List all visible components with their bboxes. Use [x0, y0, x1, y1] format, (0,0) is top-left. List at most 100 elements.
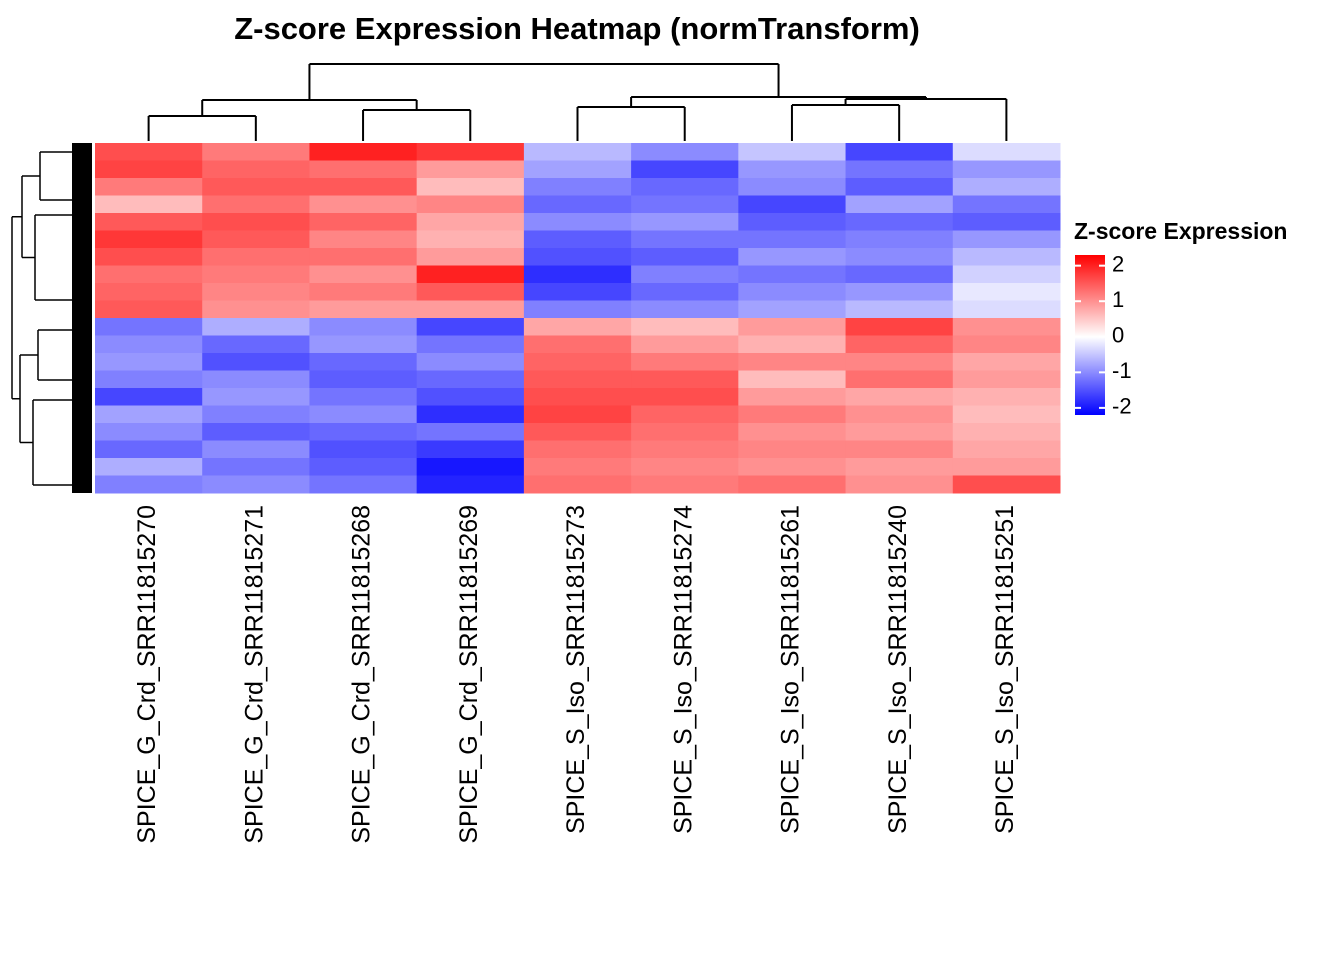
heatmap-cell: [95, 388, 203, 406]
heatmap-cell: [845, 423, 954, 441]
heatmap-cell: [309, 300, 418, 319]
heatmap-cell: [416, 353, 525, 371]
colorbar-tick-label: 0: [1112, 323, 1124, 348]
heatmap-cell: [309, 178, 418, 196]
heatmap-cell: [309, 475, 418, 494]
heatmap-cell: [309, 195, 418, 214]
heatmap-cell: [523, 405, 632, 424]
heatmap-cell: [952, 440, 1061, 459]
heatmap-cell: [202, 388, 310, 406]
heatmap-cell: [631, 230, 739, 249]
heatmap-cell: [202, 213, 310, 231]
heatmap-cell: [845, 353, 954, 371]
heatmap-cell: [309, 458, 418, 476]
heatmap-cell: [309, 335, 418, 354]
heatmap-cell: [202, 160, 310, 179]
heatmap-cell: [202, 423, 310, 441]
heatmap-cell: [523, 178, 632, 196]
column-label: SPICE_S_Iso_SRR11815273: [562, 505, 590, 834]
chart-title: Z-score Expression Heatmap (normTransfor…: [234, 11, 920, 46]
heatmap-cell: [523, 318, 632, 336]
heatmap-cell: [416, 423, 525, 441]
heatmap-cell: [523, 353, 632, 371]
heatmap-cell: [523, 160, 632, 179]
heatmap-cell: [416, 458, 525, 476]
heatmap-cell: [95, 143, 203, 161]
column-label: SPICE_S_Iso_SRR11815274: [669, 505, 697, 834]
column-label: SPICE_G_Crd_SRR11815269: [455, 505, 483, 844]
heatmap-cell: [952, 458, 1061, 476]
heatmap-cell: [631, 195, 739, 214]
heatmap-cell: [416, 283, 525, 301]
heatmap-cell: [738, 230, 847, 249]
heatmap-cell: [738, 160, 847, 179]
heatmap-cell: [631, 370, 739, 389]
heatmap-cell: [952, 475, 1061, 494]
heatmap-cell: [631, 388, 739, 406]
heatmap-cell: [202, 475, 310, 494]
heatmap-cell: [416, 440, 525, 459]
heatmap-cell: [95, 230, 203, 249]
heatmap-cell: [523, 458, 632, 476]
heatmap-cell: [416, 160, 525, 179]
heatmap-cell: [309, 265, 418, 284]
colorbar-tick-label: 1: [1112, 287, 1124, 312]
heatmap-cell: [416, 370, 525, 389]
heatmap-cell: [309, 160, 418, 179]
heatmap-cell: [952, 230, 1061, 249]
heatmap-cell: [523, 475, 632, 494]
heatmap-cell: [416, 388, 525, 406]
heatmap-cell: [952, 405, 1061, 424]
heatmap-cell: [416, 475, 525, 494]
heatmap-cell: [631, 335, 739, 354]
heatmap-cell: [416, 143, 525, 161]
heatmap-cell: [95, 213, 203, 231]
heatmap-cell: [523, 283, 632, 301]
legend-title: Z-score Expression: [1074, 218, 1287, 244]
heatmap-cell: [952, 195, 1061, 214]
heatmap-cell: [845, 283, 954, 301]
heatmap-cell: [738, 213, 847, 231]
heatmap-cell: [309, 318, 418, 336]
heatmap-cell: [738, 265, 847, 284]
heatmap-cell: [309, 405, 418, 424]
heatmap-cell: [631, 423, 739, 441]
heatmap-cell: [738, 300, 847, 319]
heatmap-cell: [202, 248, 310, 266]
heatmap-cell: [738, 423, 847, 441]
heatmap-cell: [202, 195, 310, 214]
heatmap-cell: [95, 405, 203, 424]
heatmap-cell: [631, 160, 739, 179]
heatmap-cell: [95, 335, 203, 354]
heatmap-cell: [738, 475, 847, 494]
heatmap-cell: [95, 475, 203, 494]
heatmap-cell: [845, 335, 954, 354]
heatmap-cell: [309, 440, 418, 459]
heatmap-cell: [416, 405, 525, 424]
heatmap-cell: [738, 440, 847, 459]
heatmap-cell: [309, 248, 418, 266]
heatmap-cell: [738, 353, 847, 371]
heatmap-cell: [202, 143, 310, 161]
heatmap-cell: [202, 300, 310, 319]
heatmap-cell: [95, 440, 203, 459]
column-label: SPICE_G_Crd_SRR11815271: [240, 505, 268, 844]
heatmap-cell: [845, 405, 954, 424]
heatmap-cell: [738, 195, 847, 214]
colorbar-tick-label: -2: [1112, 394, 1132, 419]
heatmap-cell: [738, 283, 847, 301]
heatmap-cell: [738, 335, 847, 354]
heatmap-cell: [845, 300, 954, 319]
heatmap-cell: [952, 423, 1061, 441]
heatmap-cell: [416, 213, 525, 231]
heatmap-cell: [202, 283, 310, 301]
heatmap-cell: [845, 230, 954, 249]
heatmap-cell: [845, 143, 954, 161]
heatmap-cell: [631, 178, 739, 196]
heatmap-cell: [952, 160, 1061, 179]
heatmap-cell: [309, 370, 418, 389]
heatmap-cell: [416, 265, 525, 284]
heatmap-cell: [631, 300, 739, 319]
heatmap-cell: [202, 370, 310, 389]
heatmap-cell: [309, 353, 418, 371]
